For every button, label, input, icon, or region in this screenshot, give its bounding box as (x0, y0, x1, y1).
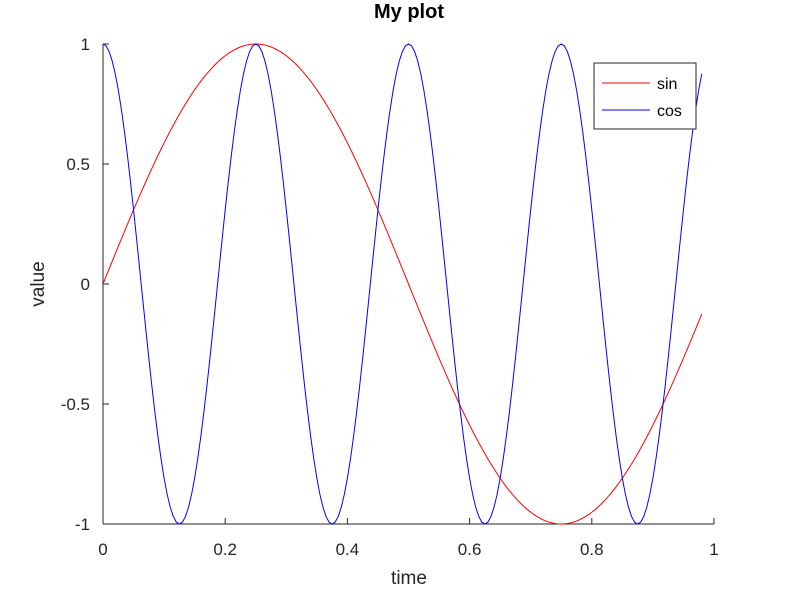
x-tick-label: 0.6 (458, 540, 482, 559)
x-ticks: 0 0.2 0.4 0.6 0.8 1 (98, 518, 719, 559)
legend-label-sin: sin (657, 76, 677, 93)
x-tick-label: 0.8 (580, 540, 604, 559)
series-line-cos (102, 43, 703, 525)
y-ticks: 1 0.5 0 -0.5 -1 (61, 35, 109, 534)
x-tick-label: 0.4 (336, 540, 360, 559)
series-layer (102, 43, 703, 525)
x-tick-label: 1 (709, 540, 718, 559)
x-tick-label: 0.2 (213, 540, 237, 559)
chart-title: My plot (374, 1, 444, 23)
y-axis-label: value (28, 261, 49, 306)
legend: sin cos (593, 62, 697, 130)
y-tick-label: -1 (75, 515, 90, 534)
y-tick-label: 0 (81, 275, 90, 294)
y-tick-label: 1 (81, 35, 90, 54)
series-line-sin (102, 43, 703, 525)
y-tick-label: -0.5 (61, 395, 90, 414)
x-tick-label: 0 (98, 540, 107, 559)
plot-area: 0 0.2 0.4 0.6 0.8 1 1 0.5 0 -0.5 -1 (61, 35, 719, 559)
y-tick-label: 0.5 (66, 155, 90, 174)
x-axis-label: time (391, 568, 427, 589)
legend-label-cos: cos (657, 103, 682, 120)
legend-box (593, 62, 697, 130)
